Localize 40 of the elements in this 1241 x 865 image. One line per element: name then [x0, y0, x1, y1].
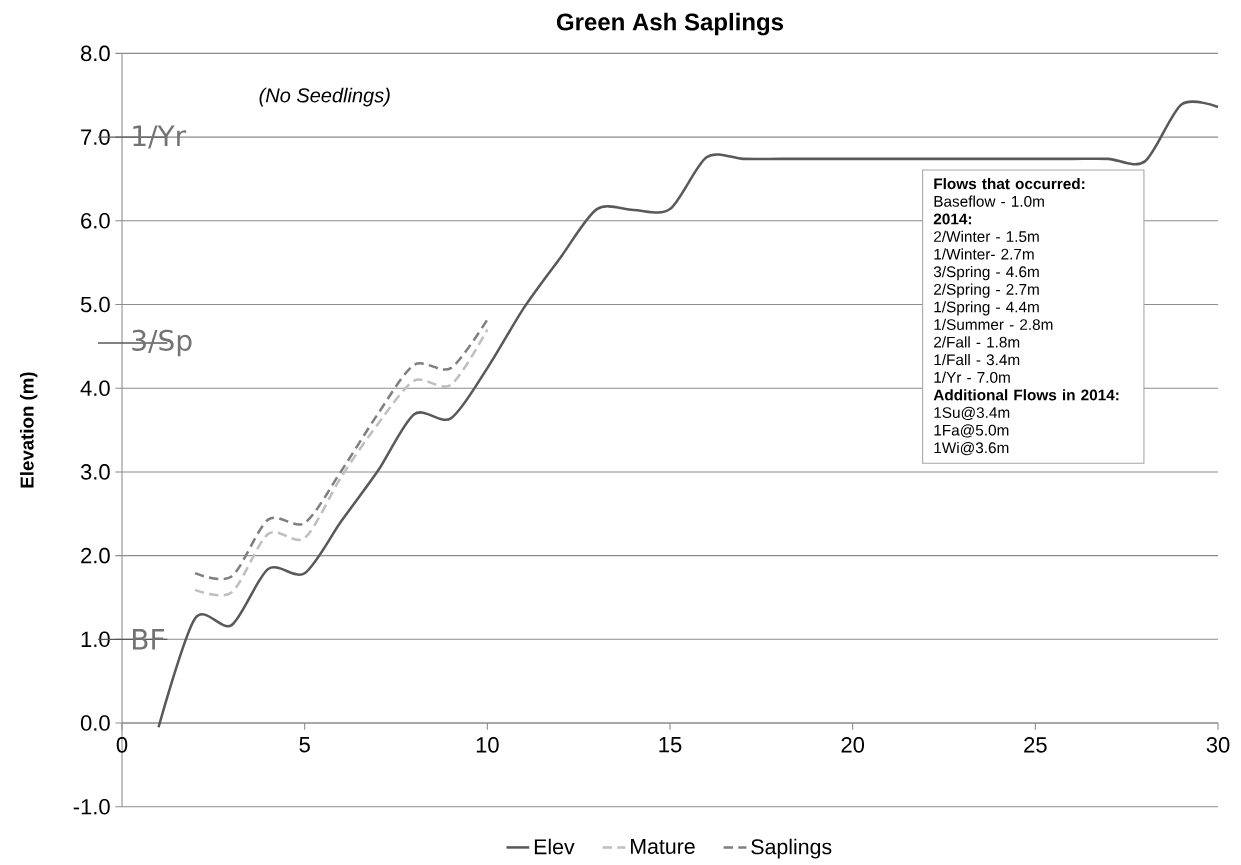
- y-tick-label: -1.0: [73, 798, 110, 815]
- y-tick-label: 3.0: [80, 464, 110, 480]
- annotation: 1/Summer - 2.8m: [934, 318, 1053, 330]
- y-tick-label: 7.0: [81, 129, 110, 145]
- annotation: 1Su@3.4m: [934, 406, 1010, 420]
- y-tick-label: 2.0: [81, 547, 110, 564]
- annotation: 1Fa@5.0m: [934, 424, 1009, 438]
- y-tick-label: 4.0: [80, 380, 110, 396]
- legend-label: Saplings: [751, 838, 832, 859]
- legend-label: Mature: [631, 839, 695, 854]
- annotation: 1Wi@3.6m: [934, 441, 1009, 456]
- annotation: 2/Fall - 1.8m: [934, 336, 1020, 348]
- y-tick-label: 0.0: [80, 715, 110, 731]
- y-tick-label: 6.0: [81, 213, 110, 229]
- x-tick-label: 20: [841, 737, 865, 753]
- y-tick-label: 8.0: [81, 45, 110, 62]
- x-tick-label: 10: [476, 737, 499, 753]
- annotation: Baseflow - 1.0m: [934, 195, 1044, 207]
- annotation: 3/Spring - 4.6m: [933, 265, 1039, 281]
- x-tick-label: 0: [116, 737, 128, 753]
- chart-title: Green Ash Saplings: [556, 12, 784, 36]
- y-axis-title: Elevation (m): [19, 372, 38, 488]
- x-tick-label: 25: [1024, 737, 1047, 753]
- text: (No Seedlings): [259, 87, 390, 107]
- annotation: 1/Spring - 4.4m: [934, 301, 1039, 316]
- x-tick-label: 5: [299, 737, 310, 753]
- annotation: 2/Winter - 1.5m: [934, 230, 1039, 243]
- y-tick-label: 5.0: [80, 296, 110, 313]
- legend-label: Elev: [534, 838, 575, 855]
- annotation: 1/Fall - 3.4m: [934, 353, 1020, 366]
- y-tick-label: 1.0: [81, 631, 110, 648]
- annotation: Flows that occurred:: [934, 177, 1085, 190]
- x-tick-label: 15: [659, 737, 682, 753]
- annotation: 1/Yr - 7.0m: [934, 371, 1010, 383]
- annotation: 1/Winter- 2.7m: [934, 248, 1034, 260]
- annotation: Additional Flows in 2014:: [933, 389, 1119, 401]
- annotation: 2014:: [933, 213, 972, 225]
- x-tick-label: 30: [1206, 737, 1230, 753]
- annotation: 2/Spring - 2.7m: [934, 283, 1039, 298]
- ref-line-label: 3/Sp: [132, 329, 192, 357]
